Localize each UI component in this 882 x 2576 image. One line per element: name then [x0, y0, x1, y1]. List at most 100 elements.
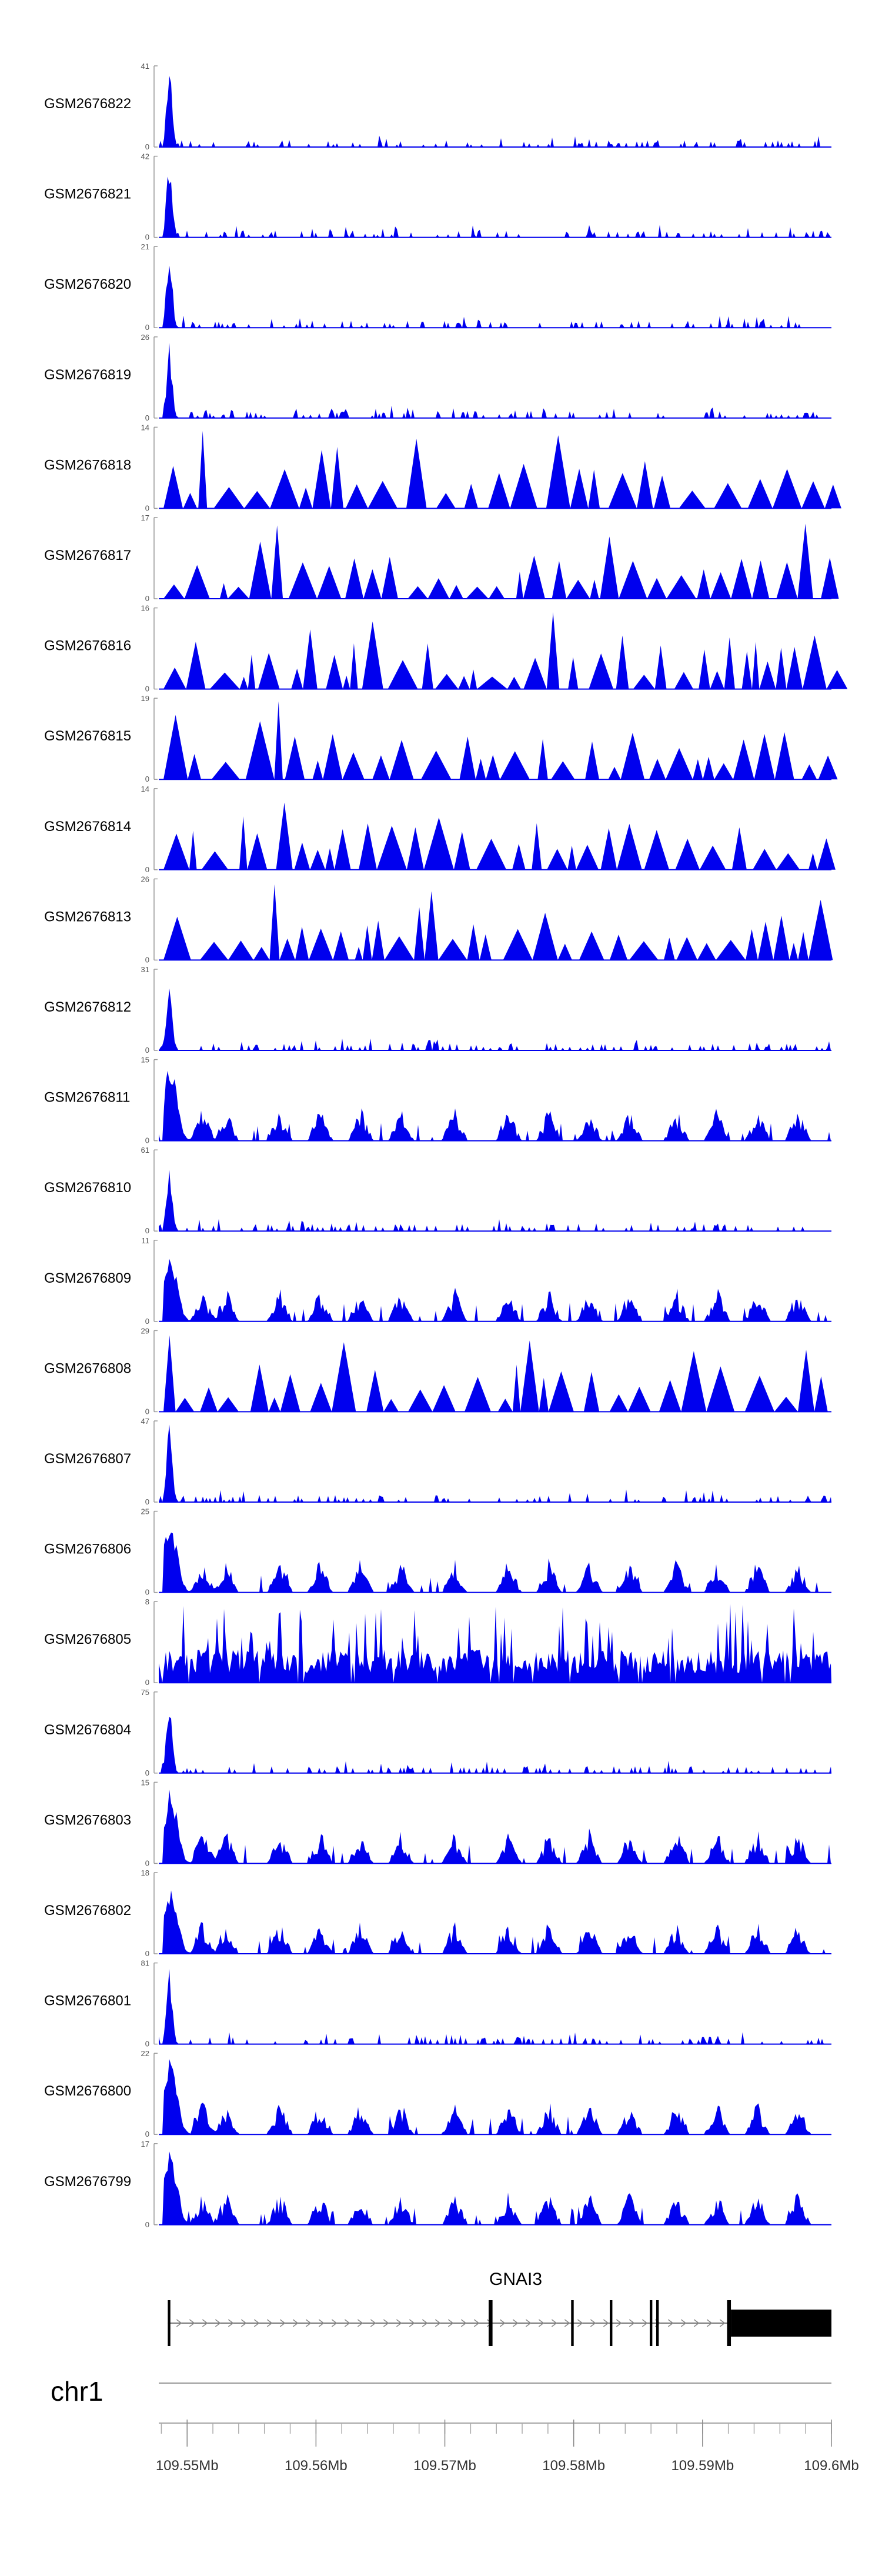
track-GSM2676813: GSM2676813 26 0 [44, 875, 833, 964]
track-label: GSM2676821 [44, 186, 131, 202]
axis-tick-label: 109.6Mb [804, 2458, 858, 2474]
coverage-area [159, 1604, 831, 1683]
strand-arrow [318, 2319, 325, 2327]
track-GSM2676805: GSM2676805 8 0 [44, 1597, 831, 1687]
coverage-area [159, 1532, 831, 1593]
track-GSM2676815: GSM2676815 19 0 [44, 694, 838, 783]
track-label: GSM2676813 [44, 909, 131, 925]
coverage-area [159, 612, 848, 689]
track-label: GSM2676801 [44, 1993, 131, 2009]
strand-arrow [667, 2319, 674, 2327]
track-y-min-label: 0 [145, 1407, 149, 1416]
track-GSM2676814: GSM2676814 14 0 [44, 785, 836, 874]
strand-arrow [240, 2319, 247, 2327]
genome-axis: 109.55Mb 109.56Mb 109.57Mb 109.58Mb 109.59Mb… [156, 2420, 859, 2474]
strand-arrow [305, 2319, 312, 2327]
track-y-max-label: 75 [141, 1688, 149, 1697]
track-y-min-label: 0 [145, 1226, 149, 1235]
strand-arrow [538, 2319, 544, 2327]
track-label: GSM2676806 [44, 1541, 131, 1557]
track-y-min-label: 0 [145, 1588, 149, 1597]
chromosome-label: chr1 [51, 2376, 103, 2407]
track-y-min-label: 0 [145, 1317, 149, 1326]
coverage-area [159, 1070, 831, 1141]
gene-coding-block [731, 2310, 831, 2337]
track-label: GSM2676808 [44, 1360, 131, 1376]
track-y-min-label: 0 [145, 1136, 149, 1145]
strand-arrow [719, 2319, 726, 2327]
strand-arrow [603, 2319, 609, 2327]
track-label: GSM2676822 [44, 96, 131, 112]
coverage-area [159, 701, 838, 780]
track-GSM2676818: GSM2676818 14 0 [44, 423, 841, 512]
track-GSM2676811: GSM2676811 15 0 [44, 1056, 831, 1145]
strand-arrow [473, 2319, 480, 2327]
track-GSM2676803: GSM2676803 15 0 [44, 1778, 831, 1867]
strand-arrow [577, 2319, 583, 2327]
track-y-min-label: 0 [145, 1858, 149, 1867]
track-label: GSM2676799 [44, 2174, 131, 2190]
track-y-max-label: 8 [145, 1597, 149, 1606]
track-y-min-label: 0 [145, 594, 149, 603]
coverage-area [159, 1170, 831, 1232]
strand-arrow [176, 2319, 182, 2327]
track-label: GSM2676805 [44, 1631, 131, 1647]
strand-arrow [680, 2319, 687, 2327]
track-y-min-label: 0 [145, 775, 149, 783]
strand-arrow [253, 2319, 260, 2327]
track-y-min-label: 0 [145, 2040, 149, 2048]
axis-tick-label: 109.55Mb [156, 2458, 219, 2474]
coverage-tracks: GSM2676822410GSM2676821420GSM2676820210G… [44, 62, 848, 2229]
axis-tick-label: 109.57Mb [413, 2458, 476, 2474]
coverage-area [159, 1968, 831, 2044]
coverage-area [159, 343, 831, 418]
strand-arrow [564, 2319, 570, 2327]
coverage-area [159, 1259, 831, 1322]
track-y-max-label: 18 [141, 1868, 149, 1877]
track-y-max-label: 14 [141, 423, 149, 432]
gene-exon [489, 2300, 493, 2346]
track-label: GSM2676804 [44, 1722, 131, 1738]
track-GSM2676799: GSM2676799 17 0 [44, 2140, 831, 2229]
strand-arrow [357, 2319, 363, 2327]
strand-arrow [460, 2319, 467, 2327]
strand-arrow [642, 2319, 648, 2327]
strand-arrow [383, 2319, 389, 2327]
track-y-max-label: 61 [141, 1146, 149, 1154]
track-y-min-label: 0 [145, 1497, 149, 1506]
track-y-max-label: 31 [141, 965, 149, 974]
track-y-max-label: 26 [141, 333, 149, 342]
track-y-min-label: 0 [145, 2130, 149, 2138]
track-GSM2676802: GSM2676802 18 0 [44, 1868, 831, 1958]
track-y-max-label: 15 [141, 1056, 149, 1065]
strand-arrow [266, 2319, 273, 2327]
track-label: GSM2676811 [44, 1090, 130, 1106]
strand-arrow [215, 2319, 221, 2327]
axis-tick-label: 109.58Mb [542, 2458, 605, 2474]
coverage-area [159, 884, 833, 960]
track-y-max-label: 41 [141, 62, 149, 71]
coverage-area [159, 76, 831, 147]
gene-exon [649, 2300, 653, 2346]
track-y-max-label: 47 [141, 1417, 149, 1426]
gene-exon [727, 2300, 731, 2346]
strand-arrow [616, 2319, 622, 2327]
track-y-max-label: 17 [141, 2140, 149, 2148]
track-label: GSM2676819 [44, 367, 131, 383]
track-label: GSM2676803 [44, 1812, 131, 1828]
track-y-max-label: 22 [141, 2049, 149, 2058]
coverage-area [159, 1790, 831, 1864]
coverage-area [159, 802, 836, 870]
strand-arrow [629, 2319, 635, 2327]
track-GSM2676819: GSM2676819 26 0 [44, 333, 831, 422]
strand-arrow [202, 2319, 208, 2327]
track-y-max-label: 19 [141, 694, 149, 703]
track-y-min-label: 0 [145, 685, 149, 693]
track-y-min-label: 0 [145, 2220, 149, 2229]
track-label: GSM2676809 [44, 1270, 131, 1286]
track-y-min-label: 0 [145, 865, 149, 874]
track-GSM2676817: GSM2676817 17 0 [44, 513, 839, 603]
track-label: GSM2676814 [44, 819, 131, 835]
coverage-area [159, 176, 831, 238]
